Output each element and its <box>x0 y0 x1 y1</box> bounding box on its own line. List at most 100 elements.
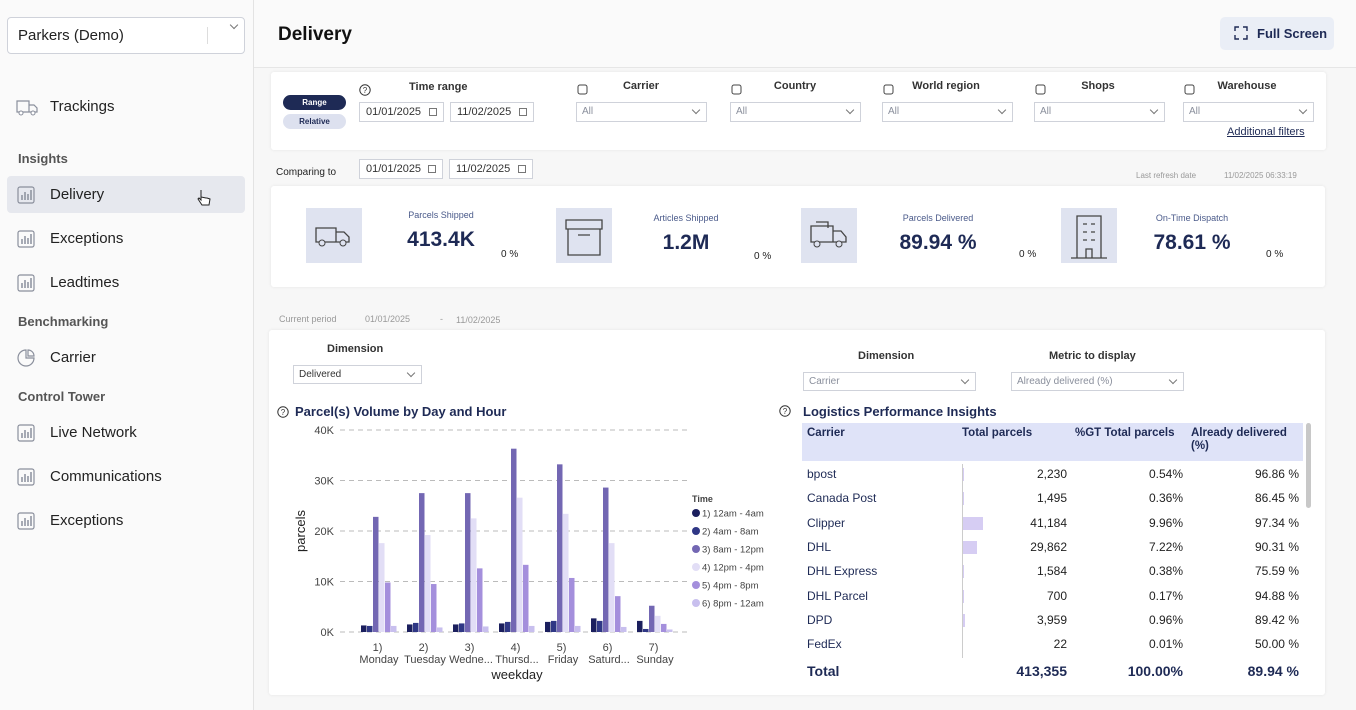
carrier-cell: FedEx <box>807 637 842 652</box>
total-parcels: 413,355 <box>1016 663 1067 679</box>
legend-label: 2) 4am - 8am <box>702 527 759 538</box>
kpi-value: 78.61 % <box>1153 231 1231 254</box>
delivered-cell: 94.88 % <box>1254 588 1299 603</box>
dimension-dropdown[interactable]: Delivered <box>293 365 422 384</box>
bar <box>563 513 569 632</box>
nav-item[interactable]: Delivery <box>50 186 105 203</box>
control-label: Metric to display <box>1049 350 1136 362</box>
share-cell: 7.22% <box>1148 539 1183 554</box>
filter-dropdown[interactable]: All <box>1034 102 1165 122</box>
nav-item[interactable]: Exceptions <box>50 230 124 247</box>
svg-text:?: ? <box>363 86 368 95</box>
bar <box>517 497 523 632</box>
x-tick-label: 5) Friday <box>548 642 579 666</box>
bar <box>661 623 667 632</box>
filter-icon <box>577 82 588 100</box>
parcels-cell: 29,862 <box>1030 539 1067 554</box>
bar <box>471 518 477 632</box>
date-input[interactable]: 11/02/2025 <box>450 102 534 122</box>
nav-icon <box>17 349 35 372</box>
bar <box>431 584 437 632</box>
filter-dropdown[interactable]: All <box>1183 102 1314 122</box>
x-tick-label: 7) Sunday <box>636 642 674 666</box>
fullscreen-label[interactable]: Full Screen <box>1257 26 1328 41</box>
date-input[interactable]: 11/02/2025 <box>449 159 533 179</box>
additional-filters-link[interactable]: Additional filters <box>1227 126 1305 138</box>
nav-item[interactable]: Leadtimes <box>50 274 120 291</box>
bar <box>407 624 413 632</box>
x-tick-label: 1) Monday <box>359 642 399 666</box>
data-bar <box>963 516 983 530</box>
bar <box>459 623 465 632</box>
nav-item[interactable]: Communications <box>50 468 162 485</box>
legend-swatch <box>692 545 700 553</box>
bar <box>505 621 511 632</box>
delivered-cell: 97.34 % <box>1254 515 1299 530</box>
kpi-change: 0 % <box>754 251 772 262</box>
x-tick-label: 3) Wedne... <box>449 642 493 666</box>
nav-item[interactable]: Carrier <box>50 349 96 366</box>
bar <box>609 543 615 632</box>
bar <box>643 628 649 632</box>
kpi-change: 0 % <box>1266 249 1284 260</box>
fullscreen-icon <box>1234 26 1248 45</box>
filter-icon <box>883 82 894 100</box>
kpi-change: 0 % <box>1019 249 1037 260</box>
org-select[interactable]: Parkers (Demo) <box>7 17 245 54</box>
fullscreen-button[interactable] <box>1220 17 1334 50</box>
column-header: Already delivered (%) <box>1191 427 1287 452</box>
chart-title: Parcel(s) Volume by Day and Hour <box>295 404 507 419</box>
nav-item[interactable]: Live Network <box>50 424 137 441</box>
kpi-value: 413.4K <box>407 228 475 251</box>
legend-swatch <box>692 527 700 535</box>
delivered-cell: 86.45 % <box>1254 491 1299 506</box>
bar <box>373 516 379 632</box>
bar-axis <box>962 464 963 658</box>
bar <box>425 535 431 632</box>
bar <box>667 629 673 632</box>
legend-label: 5) 4pm - 8pm <box>702 581 759 592</box>
filter-dropdown[interactable]: All <box>882 102 1013 122</box>
filter-dropdown[interactable]: All <box>730 102 861 122</box>
bar <box>575 625 581 632</box>
share-cell: 0.01% <box>1148 637 1183 652</box>
carrier-cell: DPD <box>807 612 833 627</box>
carrier-cell: DHL <box>807 539 832 554</box>
kpi-icon <box>1061 208 1117 263</box>
bar <box>545 621 551 632</box>
mode-range[interactable]: Range <box>283 95 346 110</box>
bar <box>649 605 655 632</box>
date-input[interactable]: 01/01/2025 <box>359 102 444 122</box>
kpi-icon <box>306 208 362 263</box>
y-axis-label: parcels <box>293 510 308 552</box>
legend-swatch <box>692 563 700 571</box>
filter-dropdown[interactable]: All <box>576 102 707 122</box>
metric-dropdown[interactable]: Already delivered (%) <box>1011 372 1184 391</box>
filter-label: World region <box>912 80 980 92</box>
delivered-cell: 90.31 % <box>1254 539 1299 554</box>
dimension-dropdown[interactable]: Carrier <box>803 372 976 391</box>
mode-relative[interactable]: Relative <box>283 114 346 129</box>
column-header: Carrier <box>807 427 845 439</box>
kpi-value: 1.2M <box>662 231 710 254</box>
parcels-cell: 22 <box>1053 637 1067 652</box>
delivered-cell: 75.59 % <box>1254 564 1299 579</box>
nav-item[interactable]: Trackings <box>50 98 115 115</box>
nav-section: Insights <box>18 151 68 166</box>
nav-item[interactable]: Exceptions <box>50 512 124 529</box>
kpi-label: Parcels Shipped <box>408 210 474 220</box>
period-label: Current period <box>279 314 337 324</box>
y-tick-label: 10K <box>314 577 334 589</box>
page-title: Delivery <box>278 24 352 45</box>
date-input[interactable]: 01/01/2025 <box>359 159 443 179</box>
kpi-change: 0 % <box>501 249 519 260</box>
nav-section: Benchmarking <box>18 314 109 329</box>
data-bar <box>963 613 965 627</box>
legend-swatch <box>692 581 700 589</box>
bar <box>361 625 367 632</box>
total-delivered: 89.94 % <box>1247 663 1299 679</box>
carrier-cell: bpost <box>807 467 837 481</box>
share-cell: 0.38% <box>1148 564 1183 579</box>
kpi-icon <box>556 208 612 263</box>
